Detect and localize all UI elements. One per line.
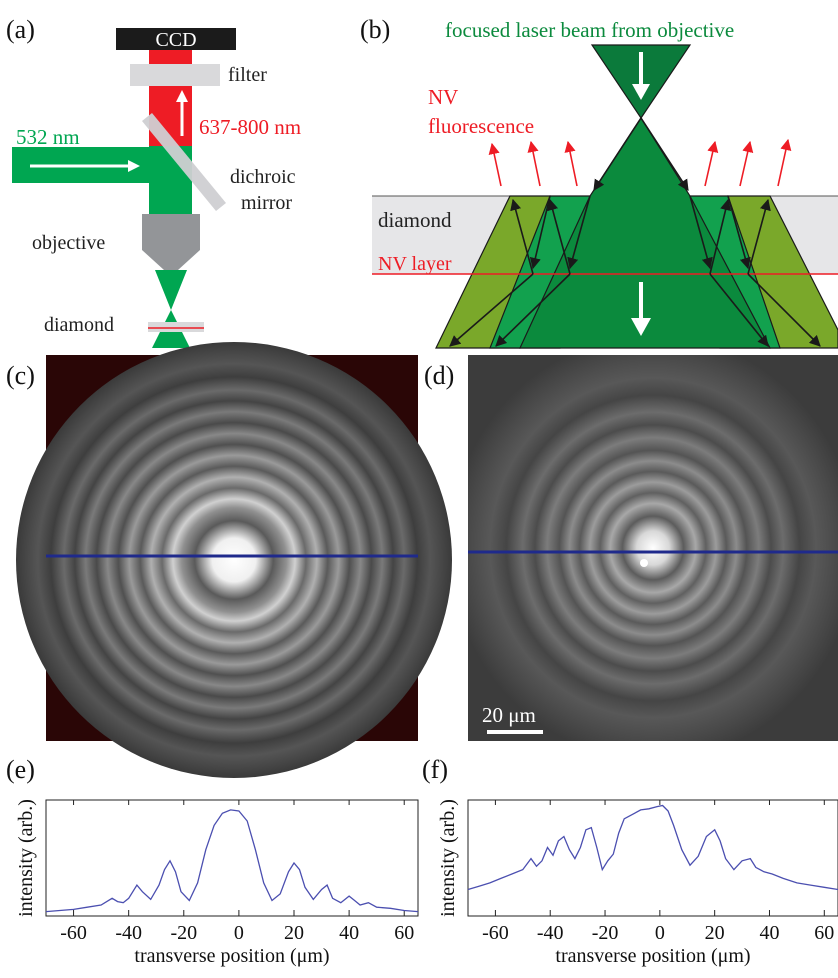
beam-arrowhead-top [632, 84, 650, 100]
panel-c: (c) [6, 342, 452, 778]
x-tick-label: 40 [339, 922, 359, 944]
diamond-label-a: diamond [44, 314, 114, 336]
ccd-label: CCD [155, 29, 196, 51]
panel-b-tag: (b) [360, 15, 390, 44]
x-tick-label: -40 [537, 922, 564, 944]
dichroic-label-2: mirror [241, 192, 292, 214]
panel-d-tag: (d) [424, 361, 454, 390]
focus-cone-upper [155, 270, 187, 310]
panel-d: (d) 20 μm [424, 355, 838, 741]
ccd-camera [116, 28, 236, 50]
ring-pattern-d [468, 355, 838, 741]
x-axis-label: transverse position (μm) [134, 945, 329, 967]
emission-direction-arrowhead [176, 90, 188, 102]
beam-title: focused laser beam from objective [445, 18, 734, 42]
reflection-arrows [449, 117, 821, 347]
ring-pattern-c [16, 342, 452, 778]
laser-direction-arrowhead [128, 160, 140, 172]
filter [130, 64, 220, 86]
beam-arrowhead-bottom [631, 318, 651, 336]
x-tick-label: 20 [284, 922, 304, 944]
panel-f: (f) -60 -40 -20 0 20 40 60 transverse position … [422, 755, 838, 967]
intensity-profile-line [467, 804, 838, 891]
x-tick-label: 60 [814, 922, 834, 944]
laser-wavelength-label: 532 nm [16, 125, 80, 149]
x-axis-label: transverse position (μm) [555, 945, 750, 967]
filter-label: filter [228, 64, 267, 86]
nv-layer-label: NV layer [378, 253, 452, 275]
objective-label: objective [32, 232, 105, 254]
panel-a-tag: (a) [6, 15, 35, 44]
x-tick-label: -20 [592, 922, 619, 944]
profile-chart-e: -60 -40 -20 0 20 40 60 transverse position (μm)… [15, 799, 419, 967]
dichroic-label-1: dichroic [230, 166, 296, 188]
scalebar [487, 730, 543, 734]
x-tick-label: 0 [234, 922, 244, 944]
plot-frame [467, 799, 838, 917]
intensity-profile-line [45, 809, 419, 913]
x-tick-label: -60 [482, 922, 509, 944]
bright-spot-d [640, 559, 648, 567]
objective-lens [142, 214, 200, 270]
x-tick-label: -60 [60, 922, 87, 944]
x-tick-label: 20 [705, 922, 725, 944]
panel-e-tag: (e) [6, 755, 35, 784]
panel-c-tag: (c) [6, 361, 35, 390]
panel-a: (a) CCD filter 637-800 nm 532 nm dichroi… [6, 15, 301, 348]
scalebar-label: 20 μm [482, 703, 536, 727]
nv-fluorescence-label-2: fluorescence [428, 114, 534, 138]
plot-frame [45, 799, 419, 917]
diamond-label-b: diamond [378, 208, 452, 232]
y-axis-label: intensity (arb.) [15, 799, 37, 917]
emission-wavelength-label: 637-800 nm [199, 115, 301, 139]
panel-b: (b) focused laser beam from objective di… [360, 15, 838, 349]
x-tick-label: -20 [170, 922, 197, 944]
nv-fluorescence-label-1: NV [428, 85, 458, 109]
profile-chart-f: -60 -40 -20 0 20 40 60 transverse position (μm)… [437, 799, 838, 967]
x-tick-label: 40 [759, 922, 779, 944]
x-tick-label: 60 [394, 922, 414, 944]
fluorescence-arrows [488, 138, 792, 187]
panel-e: (e) -60 -40 -20 0 20 40 60 transverse position … [6, 755, 419, 967]
diamond-plate [148, 322, 204, 332]
dichroic-mirror [142, 113, 226, 211]
x-tick-label: 0 [655, 922, 665, 944]
y-axis-label: intensity (arb.) [437, 799, 459, 917]
panel-f-tag: (f) [422, 755, 448, 784]
x-tick-label: -40 [115, 922, 142, 944]
